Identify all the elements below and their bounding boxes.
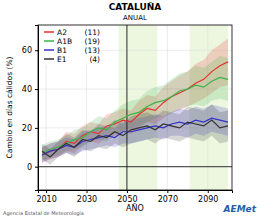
x-tick-label: 2070 xyxy=(158,195,178,204)
title: CATALUÑA xyxy=(109,2,162,12)
legend-count: (13) xyxy=(85,46,100,55)
x-tick-label: 2090 xyxy=(198,195,218,204)
y-tick-mark xyxy=(35,50,38,51)
legend-count: (19) xyxy=(85,37,100,46)
legend-item: E1 (4) xyxy=(44,55,100,64)
y-tick-label: 20 xyxy=(22,124,32,133)
x-axis: 2010 2030 2050 2070 2090 xyxy=(36,190,232,204)
x-tick: 2010 xyxy=(36,190,56,204)
y-axis: 0 20 40 60 xyxy=(22,26,39,191)
x-tick: 2030 xyxy=(77,190,97,204)
legend-item: A2 (11) xyxy=(44,28,100,37)
x-tick-label: 2010 xyxy=(36,195,56,204)
x-tick-mark xyxy=(208,190,209,193)
legend-label: B1 xyxy=(57,46,67,55)
y-axis-title: Cambio en días cálidos (%) xyxy=(5,56,14,158)
legend: A2 (11) A1B (19) B1 (13) E1 (4) xyxy=(41,27,103,65)
grid-line xyxy=(38,166,232,167)
y-tick: 40 xyxy=(22,85,38,94)
x-tick-mark xyxy=(167,190,168,193)
legend-item: B1 (13) xyxy=(44,46,100,55)
y-tick: 20 xyxy=(22,124,38,133)
chart: 2010 2030 2050 2070 2090 0 20 40 60 CATALUÑA ANUAL… xyxy=(0,0,260,218)
x-axis-title: AÑO xyxy=(126,203,144,213)
y-axis-line xyxy=(35,26,39,191)
series-line xyxy=(42,120,228,157)
legend-label: E1 xyxy=(57,55,67,64)
legend-item: A1B (19) xyxy=(44,37,100,46)
legend-swatch xyxy=(44,49,54,51)
plot-background xyxy=(38,25,232,190)
legend-swatch xyxy=(44,40,54,42)
x-tick: 2090 xyxy=(198,190,218,204)
legend-swatch xyxy=(44,31,54,33)
reference-line xyxy=(126,25,127,190)
x-tick-mark xyxy=(46,190,47,193)
legend-swatch xyxy=(44,58,54,60)
y-tick-label: 40 xyxy=(22,85,32,94)
series-line xyxy=(42,118,228,155)
logo: AEMet xyxy=(223,204,257,214)
plot-area xyxy=(38,25,232,190)
legend-count: (11) xyxy=(85,28,100,37)
x-tick-mark xyxy=(127,190,128,193)
series-line xyxy=(42,77,228,153)
agency-name: Agencia Estatal de Meteorología xyxy=(3,210,84,217)
x-tick: 2050 xyxy=(117,190,137,204)
y-tick: 60 xyxy=(22,46,38,55)
legend-background xyxy=(41,27,103,65)
y-tick-mark xyxy=(35,89,38,90)
plot-frame xyxy=(38,25,232,190)
legend-label: A2 xyxy=(57,28,67,37)
grid-line xyxy=(126,25,127,190)
y-tick-label: 0 xyxy=(27,163,32,172)
x-tick-label: 2050 xyxy=(117,195,137,204)
y-tick: 0 xyxy=(27,163,38,172)
subtitle: ANUAL xyxy=(123,14,147,22)
x-axis-line xyxy=(39,191,233,194)
x-tick: 2070 xyxy=(158,190,178,204)
zero-line xyxy=(38,166,232,167)
x-tick-mark xyxy=(87,190,88,193)
legend-count: (4) xyxy=(89,55,100,64)
series-line xyxy=(42,62,228,155)
x-tick-label: 2030 xyxy=(77,195,97,204)
y-tick-mark xyxy=(35,167,38,168)
y-tick-label: 60 xyxy=(22,46,32,55)
legend-label: A1B xyxy=(57,37,72,46)
y-tick-mark xyxy=(35,128,38,129)
